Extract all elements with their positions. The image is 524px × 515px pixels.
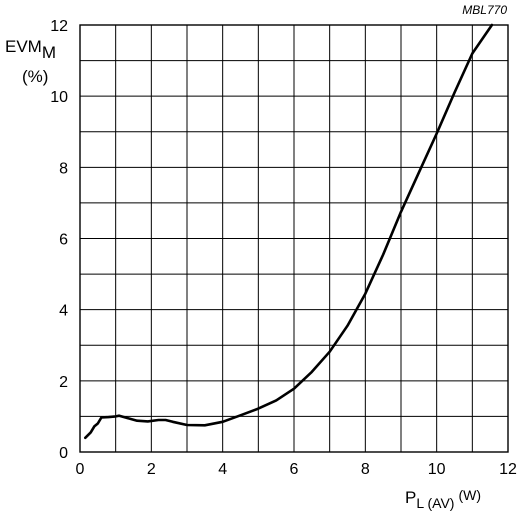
y-tick-label: 6 xyxy=(59,232,68,249)
x-tick-label: 10 xyxy=(428,461,446,478)
y-axis-label: EVMM xyxy=(5,37,56,62)
y-axis-label-main: EVM xyxy=(5,37,42,56)
x-axis-label-main: P xyxy=(405,488,416,507)
x-tick-label: 12 xyxy=(499,461,517,478)
x-tick-label: 8 xyxy=(361,461,370,478)
x-axis-label-sub: L (AV) xyxy=(416,495,454,511)
y-tick-label: 8 xyxy=(59,160,68,177)
figure-code: MBL770 xyxy=(462,3,507,17)
x-tick-label: 0 xyxy=(76,461,85,478)
x-axis-label: PL (AV) (W) xyxy=(405,487,481,511)
x-tick-label: 6 xyxy=(290,461,299,478)
y-tick-label: 0 xyxy=(59,445,68,462)
x-axis-label-unit: (W) xyxy=(458,487,481,503)
tick-labels: 0 2 4 6 8 10 12 0 2 4 6 8 10 12 xyxy=(50,18,517,478)
x-tick-label: 2 xyxy=(147,461,156,478)
y-axis-label-sub: M xyxy=(42,43,56,62)
grid-lines xyxy=(80,25,508,452)
y-tick-label: 10 xyxy=(50,89,68,106)
x-tick-label: 4 xyxy=(218,461,227,478)
plot-frame xyxy=(79,24,509,453)
evm-curve xyxy=(84,23,494,440)
y-axis-unit: (%) xyxy=(22,67,48,86)
y-tick-label: 2 xyxy=(59,374,68,391)
y-tick-label: 4 xyxy=(59,303,68,320)
y-tick-label: 12 xyxy=(50,18,68,35)
